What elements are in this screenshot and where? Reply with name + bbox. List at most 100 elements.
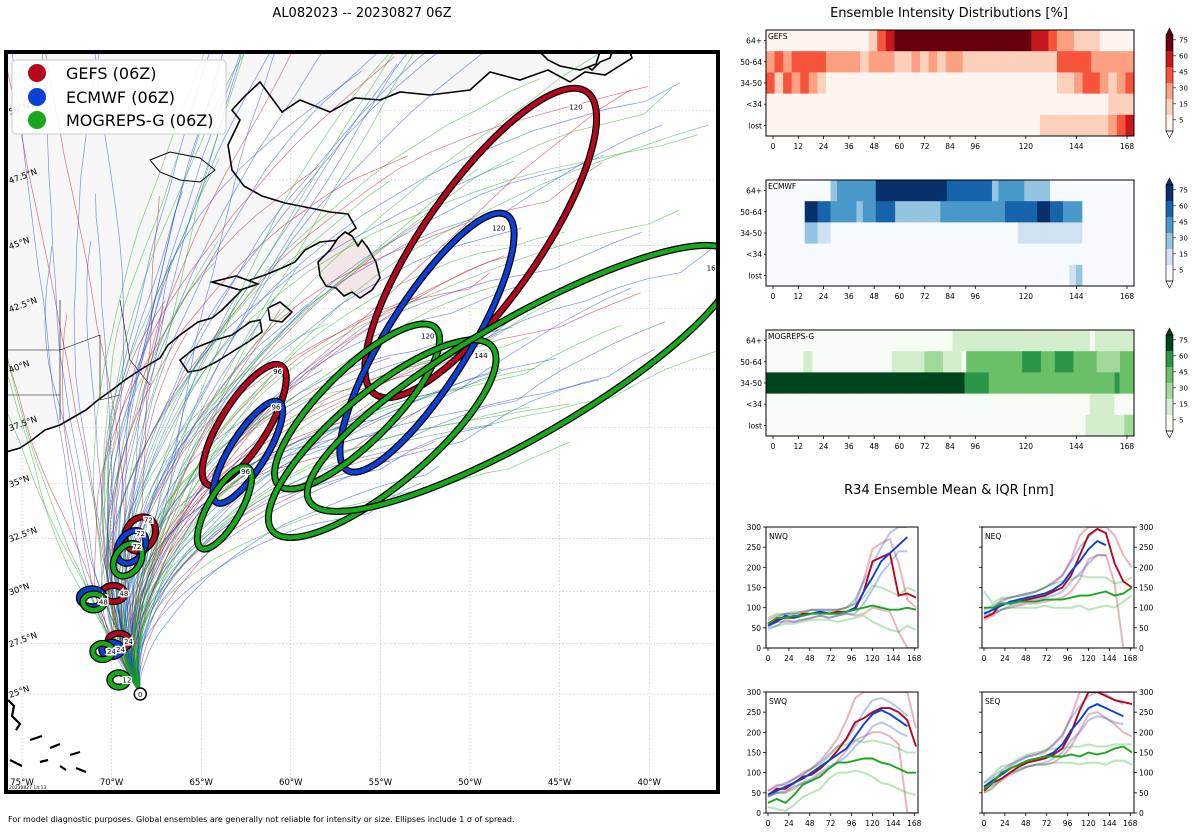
heat-cell <box>1005 114 1015 137</box>
heat-cell <box>843 372 849 395</box>
heat-cell <box>1082 51 1092 73</box>
heat-cell <box>849 330 855 352</box>
heat-cell <box>1026 330 1032 352</box>
heat-cell <box>901 351 907 373</box>
colorbar-tick-label: 30 <box>1179 384 1188 392</box>
heat-cell <box>1037 372 1043 395</box>
heat-cell <box>1109 330 1115 352</box>
heat-cell <box>833 414 840 437</box>
heat-cell <box>766 351 772 373</box>
heat-cell <box>1082 222 1090 245</box>
heat-cell <box>859 330 865 352</box>
heat-cell <box>927 330 934 352</box>
heat-cell <box>808 51 818 73</box>
colorbar-segment <box>1166 35 1173 52</box>
r34-panel-name: SEQ <box>985 697 1000 706</box>
heat-cell <box>862 372 869 395</box>
heat-cell <box>1031 93 1041 116</box>
heat-cell <box>864 393 870 416</box>
heat-cell <box>979 51 990 73</box>
heat-cell <box>894 114 904 137</box>
heat-cell <box>988 51 998 73</box>
heat-cell <box>795 372 801 395</box>
heat-cell <box>1050 393 1056 416</box>
heat-cell <box>972 264 980 287</box>
heat-cell <box>830 201 838 223</box>
heat-cell <box>1099 93 1109 116</box>
heat-cell <box>1011 264 1019 287</box>
map-title: AL082023 -- 20230827 06Z <box>272 6 451 21</box>
colorbar-bottom-arrow <box>1165 280 1174 289</box>
heat-cell <box>927 243 935 266</box>
heat-cell <box>916 414 922 437</box>
x-tick-label: 168 <box>1120 292 1135 301</box>
r34-x-tick-label: 24 <box>1000 654 1010 663</box>
heat-cell <box>882 222 890 245</box>
heat-cell <box>815 330 821 352</box>
heat-cell <box>825 114 835 137</box>
heat-cell <box>927 222 935 245</box>
heat-cell <box>785 180 793 202</box>
heat-cell <box>856 264 864 287</box>
heat-cell <box>911 51 921 73</box>
heat-cell <box>824 243 832 266</box>
heat-cell <box>966 180 974 202</box>
heat-cell <box>1026 393 1032 416</box>
heat-cell <box>920 264 928 287</box>
r34-x-tick-label: 48 <box>805 654 815 663</box>
heat-cell <box>901 222 909 245</box>
heat-cell <box>877 93 887 116</box>
heat-cell <box>996 393 1003 416</box>
ellipse-hour-halo: 24 <box>107 648 116 656</box>
heat-cell <box>962 114 972 137</box>
heat-cell <box>937 51 947 73</box>
r34-series-line <box>767 769 917 813</box>
heat-cell <box>834 330 841 352</box>
heat-cell <box>1014 93 1024 116</box>
heat-cell <box>869 264 877 287</box>
heat-cell <box>1087 351 1093 373</box>
heat-cell <box>914 201 922 223</box>
heat-cell <box>800 93 810 116</box>
forecast-ellipse <box>195 464 254 552</box>
ellipse-hour-label: 168 <box>707 264 720 272</box>
heat-cell <box>946 243 954 266</box>
heat-cell <box>1050 243 1058 266</box>
r34-y-tick-label: 100 <box>1139 604 1154 613</box>
ellipse-hour-halo: 96 <box>273 368 282 376</box>
ellipse-hour-halo: 48 <box>119 590 128 598</box>
heat-cell <box>1054 351 1060 373</box>
heat-cell <box>898 330 904 352</box>
heat-cell <box>920 414 927 437</box>
heat-cell <box>819 372 825 395</box>
heat-cell <box>908 201 915 223</box>
heat-cell <box>1030 330 1037 352</box>
r34-x-tick-label: 0 <box>982 654 987 663</box>
lon-tick-label: 55°W <box>369 778 393 788</box>
heat-cell <box>1070 393 1076 416</box>
heat-cell <box>1084 330 1091 352</box>
r34-x-tick-label: 0 <box>766 819 771 828</box>
heat-cell <box>966 351 972 373</box>
heat-cell <box>1024 264 1032 287</box>
colorbar-tick-label: 15 <box>1179 250 1188 258</box>
heat-cell <box>783 51 793 73</box>
heat-cell <box>901 180 909 202</box>
lon-tick-label: 60°W <box>279 778 303 788</box>
heat-cell <box>888 264 896 287</box>
heat-cell <box>843 30 853 52</box>
r34-x-tick-label: 96 <box>847 654 857 663</box>
heat-cell <box>868 114 878 137</box>
heat-cell <box>972 243 980 266</box>
ellipse-hour-label: 72 <box>144 517 153 525</box>
heat-cell <box>804 180 812 202</box>
heat-cell <box>1104 393 1110 416</box>
heat-cell <box>1050 222 1058 245</box>
heat-cell <box>1075 180 1083 202</box>
heat-cell <box>946 222 954 245</box>
x-tick-label: 72 <box>920 292 930 301</box>
row-label: 34-50 <box>740 79 762 88</box>
r34-y-tick-label: 250 <box>747 708 762 717</box>
r34-series-line <box>983 527 1133 615</box>
row-label: <34 <box>746 250 762 259</box>
